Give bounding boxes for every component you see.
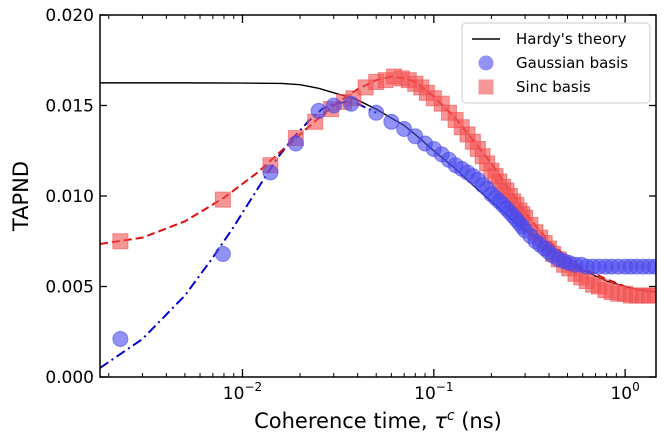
legend-gaussian-basis-label: Gaussian basis	[516, 54, 628, 72]
plot-area	[100, 68, 656, 369]
gaussian-basis-point	[287, 135, 304, 152]
gaussian-basis-point	[383, 113, 400, 130]
x-axis-label-symbol: τ	[434, 409, 447, 433]
legend-gaussian-basis-swatch	[478, 55, 494, 71]
y-tick-label: 0.000	[45, 368, 94, 388]
gaussian-fit-line	[100, 100, 377, 369]
x-tick-label: 10−1	[414, 380, 453, 404]
y-tick-label: 0.015	[45, 97, 94, 117]
y-tick-label: 0.020	[45, 6, 94, 26]
x-axis-label-superscript: c	[447, 408, 455, 424]
gaussian-basis-point	[368, 104, 385, 121]
gaussian-basis-point	[310, 102, 327, 119]
legend-hardy-s-theory-label: Hardy's theory	[516, 30, 626, 48]
series-gaussian-basis	[112, 95, 656, 347]
gaussian-basis-point	[343, 95, 360, 112]
legend: Hardy's theory Gaussian basis Sinc basis	[461, 22, 651, 104]
x-axis-label-text: Coherence time,	[254, 409, 434, 433]
gaussian-basis-point	[262, 164, 279, 181]
gaussian-basis-point	[325, 97, 342, 114]
y-axis-label: TAPND	[9, 161, 33, 232]
gaussian-basis-point	[214, 245, 231, 262]
x-tick-label: 10−2	[223, 380, 262, 404]
x-axis-label-unit: (ns)	[455, 409, 502, 433]
legend-sinc-basis-label: Sinc basis	[516, 78, 591, 96]
gaussian-basis-point	[646, 258, 656, 275]
sinc-basis-point	[646, 287, 656, 304]
legend-sinc-basis-swatch	[478, 79, 494, 95]
axis-ticks: 0.000 0.005 0.010 0.015 0.020 10−2 10−1 100	[45, 6, 656, 404]
x-axis-label: Coherence time, τc (ns)	[254, 408, 502, 433]
sinc-basis-point	[214, 191, 231, 208]
sinc-basis-point	[112, 233, 129, 250]
y-tick-label: 0.010	[45, 187, 94, 207]
gaussian-basis-point	[112, 330, 129, 347]
series-gaussian-fit	[100, 100, 377, 369]
y-tick-label: 0.005	[45, 278, 94, 298]
gaussian-basis-point	[396, 121, 413, 138]
x-tick-label: 100	[610, 380, 639, 404]
legend-box	[461, 22, 651, 104]
